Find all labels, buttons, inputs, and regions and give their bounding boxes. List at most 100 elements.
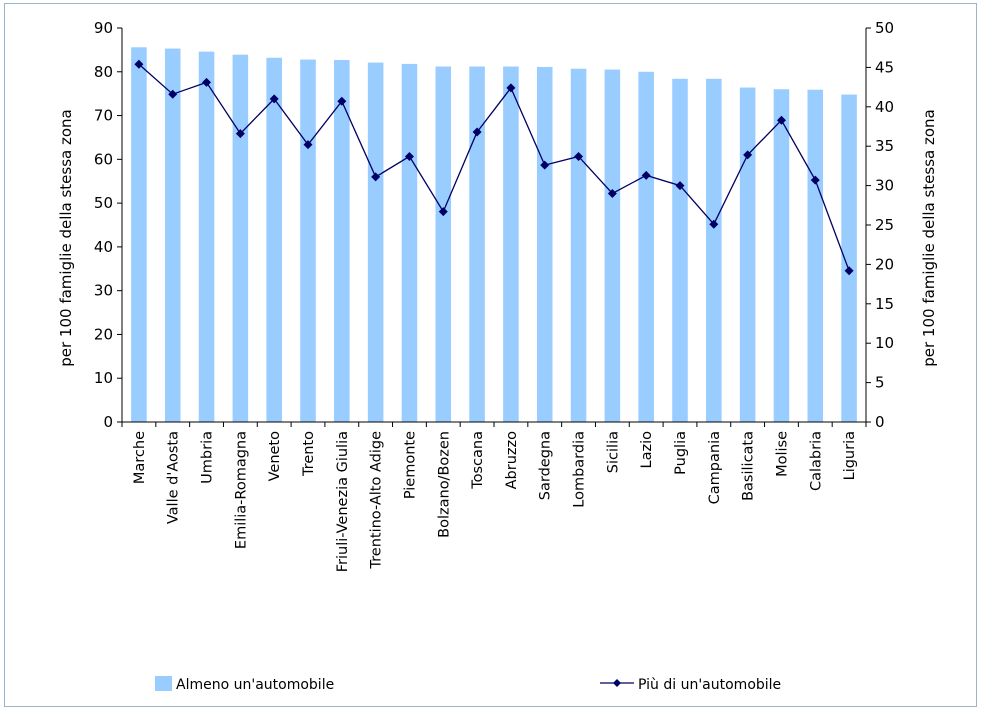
bar-13 <box>570 68 587 423</box>
legend-swatch-bar <box>155 676 172 691</box>
bar-6 <box>334 59 350 423</box>
left-tick-label-7: 70 <box>94 107 113 125</box>
category-label-12: Sardegna <box>538 431 554 500</box>
right-tick-label-9: 45 <box>875 58 894 76</box>
category-label-18: Basilicata <box>741 431 757 501</box>
category-label-9: Bolzano/Bozen <box>436 431 452 538</box>
line-series <box>134 59 854 276</box>
line-point-4 <box>269 94 279 104</box>
category-label-5: Trento <box>301 431 317 477</box>
bar-5 <box>300 59 316 423</box>
bar-12 <box>536 66 553 422</box>
line-point-0 <box>134 59 144 69</box>
bar-0 <box>131 47 147 423</box>
line-point-2 <box>202 77 212 87</box>
bar-10 <box>469 66 485 422</box>
right-tick-label-1: 5 <box>875 374 885 392</box>
category-label-0: Marche <box>132 431 148 484</box>
left-tick-label-9: 90 <box>94 19 113 37</box>
bar-16 <box>672 78 688 422</box>
line-point-3 <box>235 129 245 139</box>
line-point-14 <box>607 188 617 198</box>
axes <box>117 27 871 427</box>
category-label-1: Valle d'Aosta <box>166 431 182 524</box>
category-label-11: Abruzzo <box>504 431 520 489</box>
line-point-21 <box>844 266 854 276</box>
left-tick-label-1: 10 <box>94 369 113 387</box>
legend-label-line: Più di un'automobile <box>638 677 781 693</box>
right-tick-label-10: 50 <box>875 19 894 37</box>
left-tick-label-8: 80 <box>94 63 113 81</box>
right-tick-label-7: 35 <box>875 137 894 155</box>
category-label-20: Calabria <box>808 431 824 491</box>
category-label-16: Puglia <box>673 431 689 475</box>
right-tick-label-3: 15 <box>875 295 894 313</box>
bar-4 <box>266 57 282 422</box>
right-axis-title: per 100 famiglie della stessa zona <box>920 109 938 367</box>
right-tick-label-5: 25 <box>875 216 894 234</box>
bar-7 <box>367 62 384 423</box>
legend-swatch-marker <box>613 679 621 687</box>
line-point-8 <box>404 151 414 161</box>
category-label-4: Veneto <box>267 431 283 482</box>
category-label-2: Umbria <box>200 431 216 484</box>
legend-label-bar: Almeno un'automobile <box>176 677 334 693</box>
category-label-13: Lombardia <box>572 431 588 508</box>
labels: 0 10 20 30 40 50 60 70 80 90 0 5 10 15 20 25 30 35 40 45 50 M… <box>94 19 894 572</box>
legend: Almeno un'automobile Più di un'automobil… <box>155 676 781 693</box>
bar-15 <box>638 71 654 423</box>
bar-2 <box>198 51 215 422</box>
line-point-10 <box>472 127 482 137</box>
category-label-3: Emilia-Romagna <box>233 431 249 549</box>
line-point-1 <box>168 89 178 99</box>
bar-18 <box>739 87 756 422</box>
line-point-5 <box>303 140 313 150</box>
left-tick-label-5: 50 <box>94 194 113 212</box>
right-tick-label-2: 10 <box>875 334 894 352</box>
category-label-8: Piemonte <box>402 431 418 499</box>
category-label-6: Friuli-Venezia Giulia <box>335 431 351 572</box>
category-label-7: Trentino-Alto Adige <box>369 431 385 570</box>
bar-8 <box>401 63 418 423</box>
bar-9 <box>435 66 452 422</box>
line-point-15 <box>641 170 651 180</box>
category-label-14: Sicilia <box>605 431 621 473</box>
line-point-18 <box>743 150 753 160</box>
left-tick-label-6: 60 <box>94 150 113 168</box>
bar-20 <box>807 89 824 422</box>
left-axis-title: per 100 famiglie della stessa zona <box>57 109 75 367</box>
left-tick-label-2: 20 <box>94 325 113 343</box>
left-tick-label-3: 30 <box>94 282 113 300</box>
line-point-12 <box>540 160 550 170</box>
line-point-9 <box>438 207 448 217</box>
category-label-15: Lazio <box>639 431 655 469</box>
line-point-7 <box>371 172 381 182</box>
bar-series <box>131 47 857 423</box>
category-label-19: Molise <box>774 431 790 477</box>
category-label-10: Toscana <box>470 431 486 490</box>
line-point-19 <box>776 115 786 125</box>
bar-3 <box>232 54 249 423</box>
line-point-13 <box>574 151 584 161</box>
right-tick-label-6: 30 <box>875 177 894 195</box>
line-point-6 <box>337 96 347 106</box>
line-point-20 <box>810 175 820 185</box>
bar-1 <box>164 48 181 422</box>
category-label-21: Liguria <box>842 431 858 480</box>
bar-11 <box>503 66 519 422</box>
right-tick-label-0: 0 <box>875 413 885 431</box>
right-tick-label-4: 20 <box>875 255 894 273</box>
line-point-17 <box>709 219 719 229</box>
left-tick-label-4: 40 <box>94 238 113 256</box>
bar-19 <box>773 89 790 423</box>
right-tick-label-8: 40 <box>875 98 894 116</box>
line-path <box>138 63 850 271</box>
line-point-16 <box>675 181 685 191</box>
bar-14 <box>604 69 621 422</box>
category-label-17: Campania <box>707 431 723 504</box>
bar-21 <box>841 94 857 422</box>
left-tick-label-0: 0 <box>103 413 113 431</box>
line-point-11 <box>506 83 516 93</box>
bar-17 <box>706 78 722 422</box>
